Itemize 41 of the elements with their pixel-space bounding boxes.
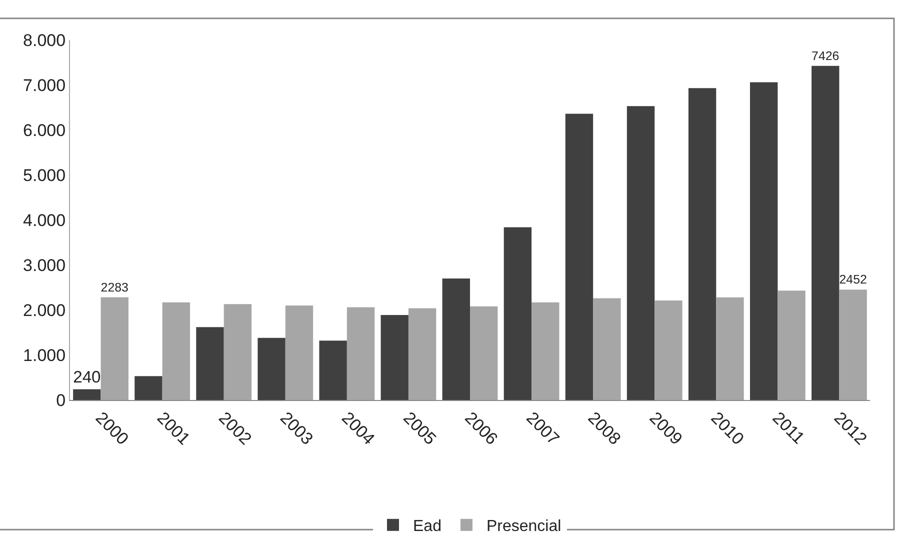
legend-label: Ead <box>413 518 442 536</box>
y-tick-label: 5.000 <box>23 166 66 185</box>
y-tick-label: 3.000 <box>23 256 66 275</box>
y-tick-label: 7.000 <box>23 76 66 95</box>
bar <box>839 290 867 400</box>
data-label: 240 <box>73 367 101 386</box>
bar <box>134 376 162 400</box>
bar <box>470 306 498 400</box>
bar <box>224 304 252 400</box>
bar <box>442 278 470 400</box>
y-tick-label: 4.000 <box>23 210 66 230</box>
bar <box>285 306 314 400</box>
y-tick-label: 0 <box>56 390 66 410</box>
bar <box>750 82 778 400</box>
bar <box>504 227 532 400</box>
y-tick-label: 6.000 <box>23 120 66 140</box>
bar <box>258 338 286 400</box>
bar <box>716 297 744 400</box>
bar <box>319 340 347 400</box>
bar <box>626 106 655 400</box>
bar <box>380 314 408 400</box>
bar <box>73 389 101 400</box>
bar <box>593 298 621 400</box>
legend-label: Presencial <box>486 518 562 536</box>
bar <box>162 302 190 400</box>
bar <box>196 327 224 400</box>
bar <box>408 308 436 400</box>
bar <box>812 66 840 400</box>
bar <box>346 307 375 400</box>
data-label: 2452 <box>839 272 867 287</box>
bar <box>565 114 594 400</box>
bar <box>654 300 682 400</box>
data-label: 7426 <box>812 48 840 63</box>
bar <box>688 88 716 400</box>
bar <box>532 302 560 400</box>
y-tick-label: 1.000 <box>23 346 66 365</box>
y-tick-label: 2.000 <box>23 300 66 320</box>
bar <box>778 290 806 400</box>
bar <box>100 297 128 400</box>
data-label: 2283 <box>100 280 129 294</box>
y-tick-label: 8.000 <box>23 30 66 50</box>
